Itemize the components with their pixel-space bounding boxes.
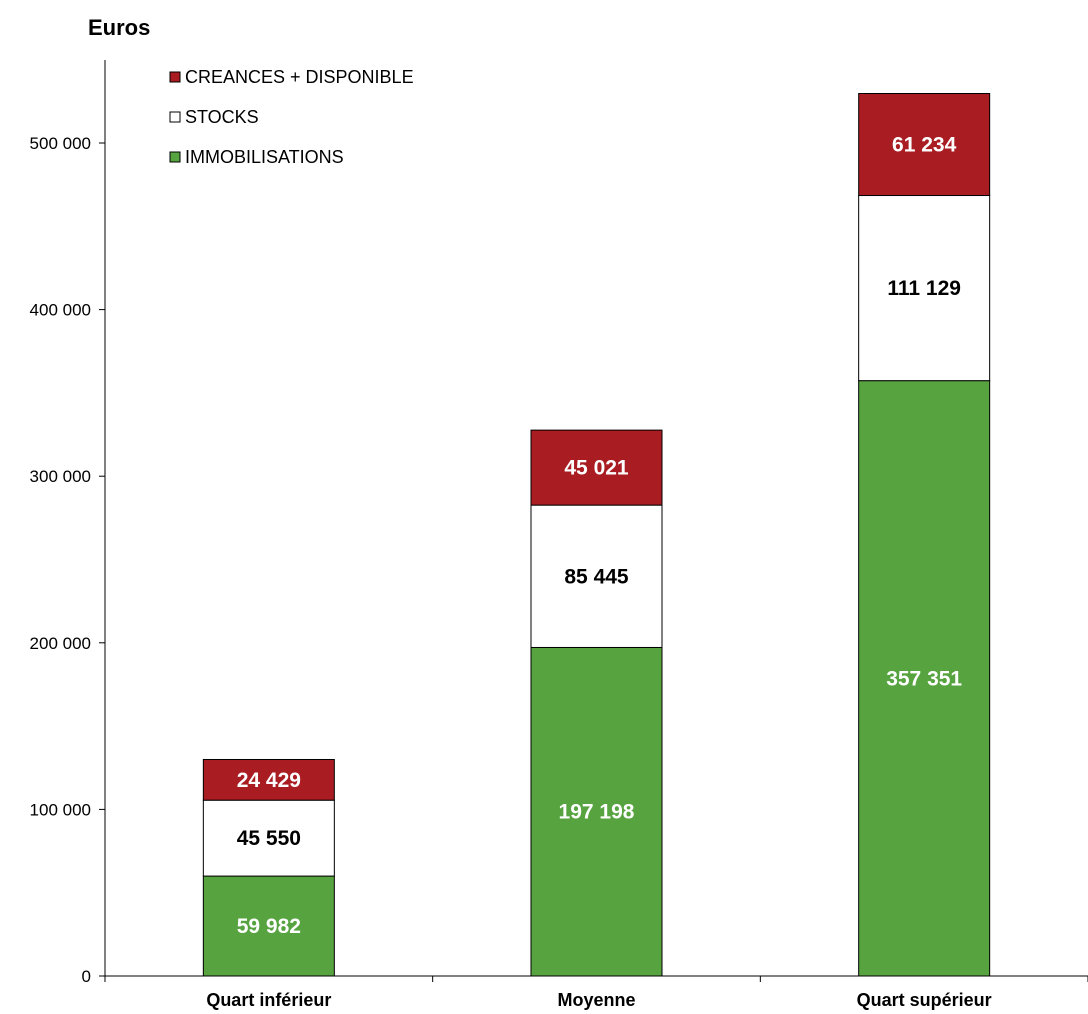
data-label: 59 982 (237, 915, 301, 938)
y-tick-label: 300 000 (30, 467, 91, 486)
data-label: 45 021 (564, 457, 629, 480)
legend-swatch (169, 71, 181, 83)
bar-segment (202, 758, 335, 801)
data-label: 85 445 (564, 565, 629, 588)
bar-segment (530, 646, 663, 977)
data-label: 357 351 (886, 667, 962, 690)
legend: CREANCES + DISPONIBLE STOCKS IMMOBILISATIO… (169, 67, 414, 167)
bar-segment (858, 380, 991, 977)
data-label: 111 129 (887, 277, 961, 300)
bar-segment (202, 875, 335, 977)
legend-label: CREANCES + DISPONIBLE (185, 67, 414, 87)
y-tick-label: 200 000 (30, 634, 91, 653)
y-tick-label: 0 (82, 967, 91, 986)
data-label: 45 550 (237, 827, 301, 850)
bars-layer: 59 982 45 550 24 429 197 198 85 445 45 021 357… (202, 92, 991, 977)
x-tick-label: Moyenne (557, 990, 635, 1010)
legend-label: STOCKS (185, 107, 259, 127)
bar-segment (858, 92, 991, 197)
bar-segment (858, 195, 991, 382)
bar-segment (202, 799, 335, 877)
y-unit-label: Euros (88, 15, 150, 40)
legend-swatch (169, 151, 181, 163)
data-label: 24 429 (237, 769, 301, 792)
y-tick-label: 100 000 (30, 800, 91, 819)
y-tick-label: 500 000 (30, 134, 91, 153)
axes-layer: Quart inférieur Moyenne Quart supérieur 0 10… (30, 60, 1088, 1010)
data-label: 61 234 (892, 134, 957, 157)
legend-swatch (169, 111, 181, 123)
y-tick-label: 400 000 (30, 301, 91, 320)
x-tick-label: Quart inférieur (206, 990, 331, 1010)
bar-segment (530, 504, 663, 648)
bar-segment (530, 429, 663, 506)
legend-label: IMMOBILISATIONS (185, 147, 344, 167)
x-tick-label: Quart supérieur (857, 990, 992, 1010)
data-label: 197 198 (559, 801, 635, 824)
